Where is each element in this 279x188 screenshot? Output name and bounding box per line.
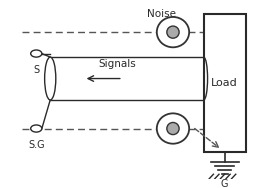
Ellipse shape [167, 26, 179, 38]
Circle shape [31, 50, 42, 57]
Ellipse shape [45, 57, 56, 100]
Ellipse shape [167, 122, 179, 135]
Text: Load: Load [211, 78, 238, 88]
Text: S: S [33, 65, 39, 75]
Text: S.G: S.G [28, 140, 45, 150]
Bar [204, 14, 246, 152]
Ellipse shape [157, 17, 189, 47]
Text: G: G [221, 179, 228, 188]
Ellipse shape [157, 113, 189, 144]
Circle shape [31, 125, 42, 132]
Text: Noise: Noise [147, 9, 176, 19]
Text: Signals: Signals [98, 59, 136, 69]
